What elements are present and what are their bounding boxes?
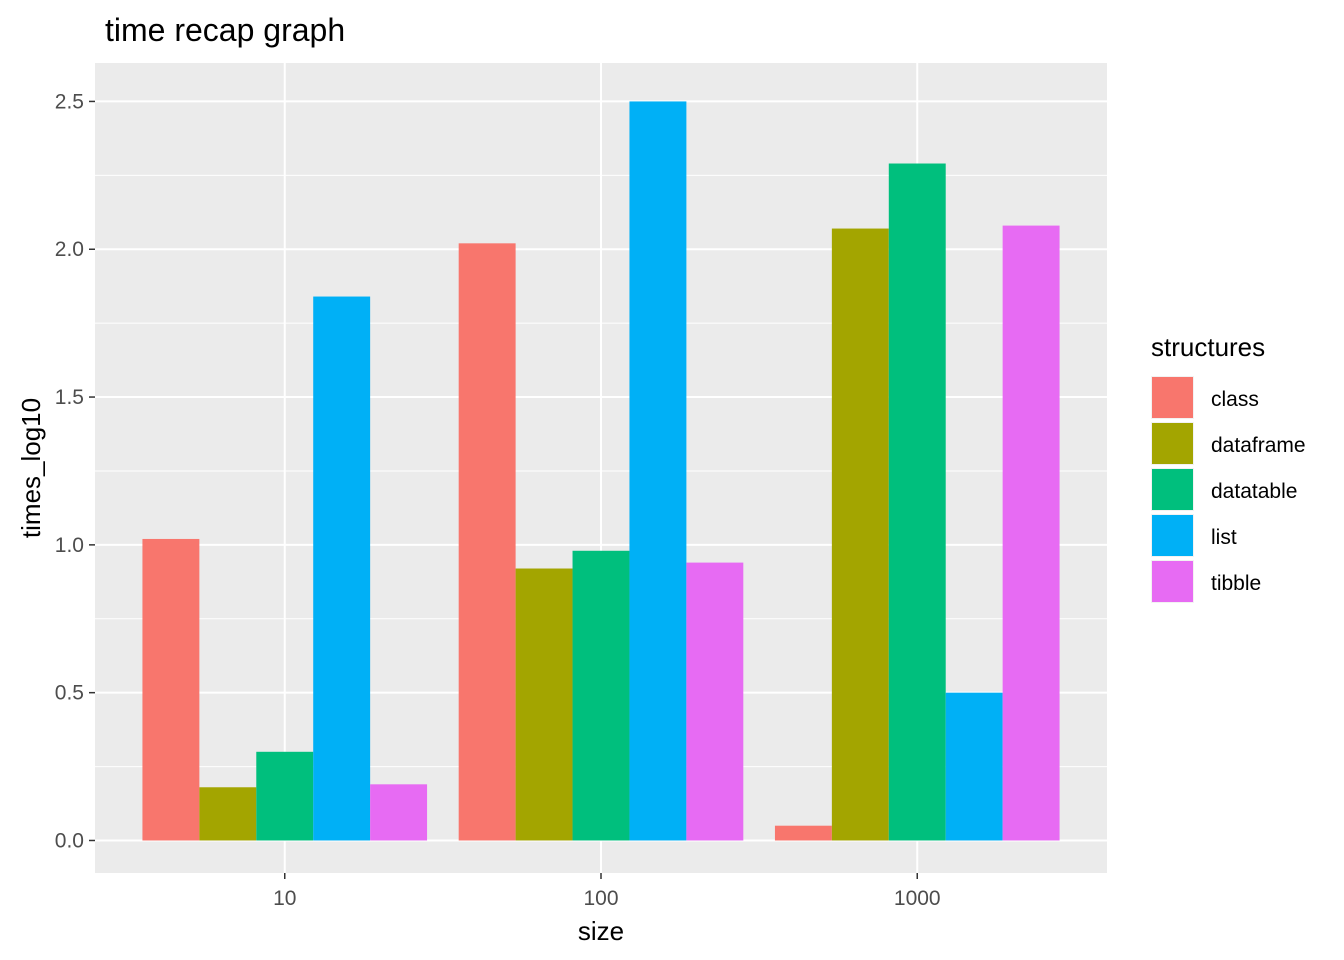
bar-list	[945, 692, 1003, 841]
x-axis-ticks: 10 100 1000	[273, 873, 941, 910]
legend-swatch-list	[1152, 515, 1193, 556]
bar-class	[774, 825, 832, 841]
bar-class	[458, 243, 516, 841]
legend-swatch-dataframe	[1152, 423, 1193, 464]
bar-tibble	[686, 562, 744, 841]
legend: structures class dataframe datatable list ti…	[1151, 332, 1306, 603]
legend-swatch-class	[1152, 377, 1193, 418]
legend-label: tibble	[1211, 572, 1261, 595]
legend-label: class	[1211, 388, 1259, 411]
bar-class	[142, 538, 200, 841]
x-tick-label: 1000	[894, 887, 941, 910]
y-tick-label: 1.5	[55, 386, 84, 409]
bar-datatable	[572, 550, 630, 841]
bar-tibble	[370, 784, 428, 841]
legend-swatch-datatable	[1152, 469, 1193, 510]
bar-datatable	[256, 751, 314, 841]
bar-list	[629, 101, 687, 841]
y-tick-label: 2.0	[55, 238, 84, 261]
legend-title: structures	[1151, 332, 1265, 362]
x-tick-label: 10	[273, 887, 296, 910]
x-tick-label: 100	[583, 887, 618, 910]
y-tick-label: 0.0	[55, 829, 84, 852]
bar-list	[313, 296, 371, 841]
y-axis-title: times_log10	[16, 398, 46, 538]
y-axis-ticks: 0.0 0.5 1.0 1.5 2.0 2.5	[55, 90, 95, 852]
legend-swatch-tibble	[1152, 561, 1193, 602]
bar-tibble	[1002, 225, 1060, 841]
legend-label: list	[1211, 526, 1237, 549]
legend-label: dataframe	[1211, 434, 1306, 457]
bar-dataframe	[199, 787, 257, 841]
bars	[142, 101, 1060, 841]
bar-dataframe	[831, 228, 889, 841]
y-tick-label: 1.0	[55, 534, 84, 557]
bar-datatable	[888, 163, 946, 841]
y-tick-label: 0.5	[55, 682, 84, 705]
x-axis-title: size	[578, 916, 624, 946]
legend-label: datatable	[1211, 480, 1297, 503]
chart-title: time recap graph	[105, 12, 345, 48]
y-tick-label: 2.5	[55, 90, 84, 113]
bar-dataframe	[515, 568, 573, 841]
